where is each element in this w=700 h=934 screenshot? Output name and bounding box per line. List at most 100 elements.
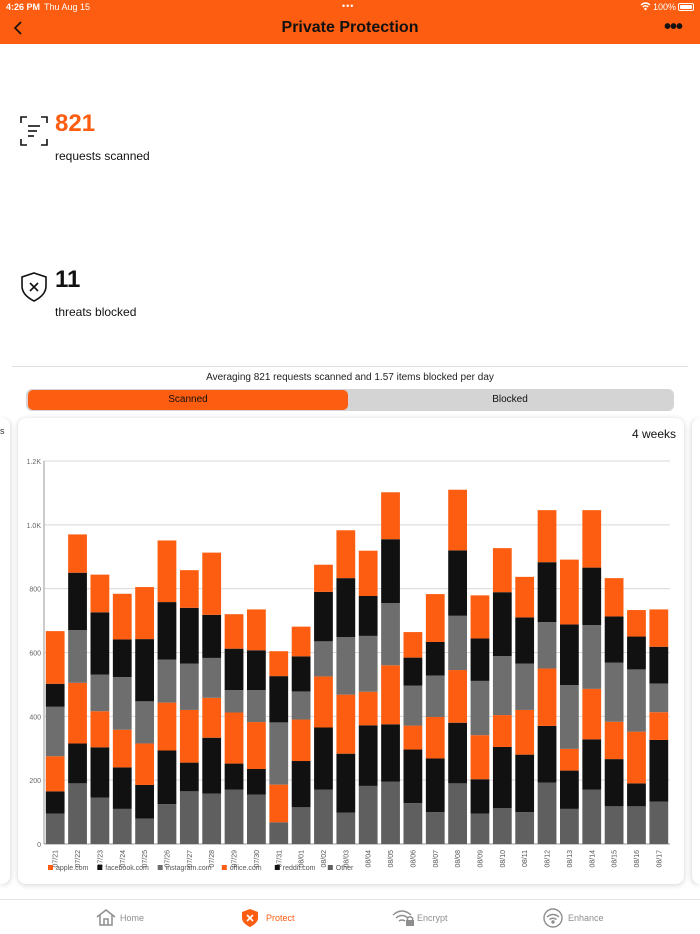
legend-swatch bbox=[157, 865, 163, 870]
bar-segment bbox=[537, 562, 557, 623]
requests-label: requests scanned bbox=[55, 149, 150, 163]
bar-segment bbox=[291, 761, 311, 808]
bar-segment bbox=[537, 782, 557, 844]
bar-segment bbox=[448, 722, 467, 784]
x-tick-label: 07/25 bbox=[142, 850, 149, 868]
bar-segment bbox=[157, 750, 177, 805]
bar-segment bbox=[269, 822, 289, 844]
y-tick-label: 1.2K bbox=[27, 459, 42, 466]
legend-swatch bbox=[97, 865, 103, 870]
bar-segment bbox=[291, 691, 311, 720]
bar-segment bbox=[604, 721, 624, 760]
bar-segment bbox=[202, 697, 222, 738]
wifi-circle-icon bbox=[543, 908, 563, 928]
x-tick-label: 08/17 bbox=[656, 850, 663, 868]
scanned-blocked-toggle[interactable]: Scanned Blocked bbox=[26, 389, 674, 411]
y-tick-label: 200 bbox=[29, 778, 41, 785]
y-tick-label: 0 bbox=[37, 842, 41, 849]
x-tick-label: 08/02 bbox=[321, 850, 328, 868]
y-tick-label: 800 bbox=[29, 587, 41, 594]
bar-segment bbox=[157, 702, 177, 751]
bar-segment bbox=[358, 635, 378, 692]
bar-segment bbox=[269, 784, 289, 823]
x-tick-label: 08/16 bbox=[634, 850, 641, 868]
bar-segment bbox=[68, 630, 87, 683]
bar-segment bbox=[157, 602, 177, 660]
bar-segment bbox=[157, 659, 177, 703]
bar-segment bbox=[112, 639, 132, 678]
bar-segment bbox=[515, 576, 535, 618]
x-tick-label: 08/15 bbox=[612, 850, 619, 868]
bar-segment bbox=[560, 624, 579, 686]
bar-segment bbox=[135, 818, 154, 844]
bar-segment bbox=[45, 683, 65, 707]
period-label[interactable]: 4 weeks bbox=[631, 427, 676, 441]
y-tick-label: 1.0K bbox=[27, 523, 42, 530]
bar-segment bbox=[470, 680, 490, 736]
bar-segment bbox=[560, 559, 579, 625]
bar-segment bbox=[68, 783, 87, 844]
tab-scanned[interactable]: Scanned bbox=[28, 390, 348, 410]
page-title: Private Protection bbox=[281, 19, 419, 36]
bar-segment bbox=[358, 550, 378, 597]
bar-segment bbox=[314, 727, 333, 790]
bar-segment bbox=[537, 510, 557, 563]
bar-segment bbox=[336, 694, 356, 754]
previous-chart-card[interactable]: s bbox=[0, 418, 10, 884]
threats-label: threats blocked bbox=[55, 305, 137, 319]
tab-bar: Home Protect Encrypt Enhance bbox=[0, 899, 700, 934]
bar-segment bbox=[135, 701, 154, 744]
bar-segment bbox=[45, 706, 65, 757]
x-tick-label: 08/14 bbox=[589, 850, 596, 868]
tab-blocked[interactable]: Blocked bbox=[492, 394, 528, 405]
bar-segment bbox=[314, 789, 333, 844]
bar-segment bbox=[135, 784, 154, 819]
bar-segment bbox=[515, 617, 535, 664]
x-tick-label: 07/26 bbox=[164, 850, 171, 868]
x-tick-label: 07/30 bbox=[254, 850, 261, 868]
house-icon bbox=[96, 909, 116, 926]
bar-segment bbox=[135, 587, 154, 640]
bar-segment bbox=[627, 783, 646, 807]
more-options-icon[interactable]: ••• bbox=[664, 16, 683, 38]
bar-segment bbox=[202, 552, 222, 615]
bar-segment bbox=[627, 731, 646, 784]
bar-segment bbox=[604, 662, 624, 722]
bar-segment bbox=[381, 665, 400, 725]
x-tick-label: 08/10 bbox=[500, 850, 507, 868]
chart-card: 4 weeks 0 200 400 600 800 1.0K 1.2K 07/21 07/22 0… bbox=[18, 418, 684, 884]
status-bar: 4:26 PM Thu Aug 15 ••• 100% bbox=[0, 0, 700, 14]
bar-segment bbox=[582, 789, 602, 844]
multitasking-dots-icon[interactable]: ••• bbox=[342, 1, 355, 11]
bar-segment bbox=[314, 591, 333, 642]
bar-segment bbox=[314, 676, 333, 728]
stacked-bar-chart: 0 200 400 600 800 1.0K 1.2K 07/21 07/22 07/23 07/2… bbox=[27, 459, 670, 872]
back-chevron-icon[interactable] bbox=[12, 18, 24, 44]
bar-segment bbox=[381, 724, 400, 782]
bar-segment bbox=[582, 625, 602, 689]
bar-segment bbox=[582, 688, 602, 740]
bar-segment bbox=[358, 785, 378, 844]
bar-segment bbox=[291, 656, 311, 692]
legend-label: facebook.com bbox=[105, 865, 149, 872]
bar-segment bbox=[179, 570, 199, 608]
x-tick-label: 08/06 bbox=[410, 850, 417, 868]
bar-segment bbox=[179, 791, 199, 844]
x-tick-label: 07/28 bbox=[209, 850, 216, 868]
bar-segment bbox=[649, 801, 669, 844]
bar-segment bbox=[45, 756, 65, 792]
bar-segment bbox=[381, 492, 400, 540]
shield-x-icon bbox=[20, 272, 48, 302]
bar-segment bbox=[649, 646, 669, 684]
bar-segment bbox=[112, 729, 132, 768]
bar-segment bbox=[202, 793, 222, 844]
next-chart-card[interactable] bbox=[692, 418, 700, 884]
nav-bar: Private Protection ••• bbox=[0, 14, 700, 44]
bar-segment bbox=[582, 739, 602, 790]
bar-segment bbox=[202, 614, 222, 658]
bar-segment bbox=[560, 808, 579, 844]
bar-segment bbox=[224, 614, 244, 649]
bar-segment bbox=[224, 712, 244, 764]
bar-segment bbox=[269, 651, 289, 677]
x-tick-label: 08/09 bbox=[477, 850, 484, 868]
